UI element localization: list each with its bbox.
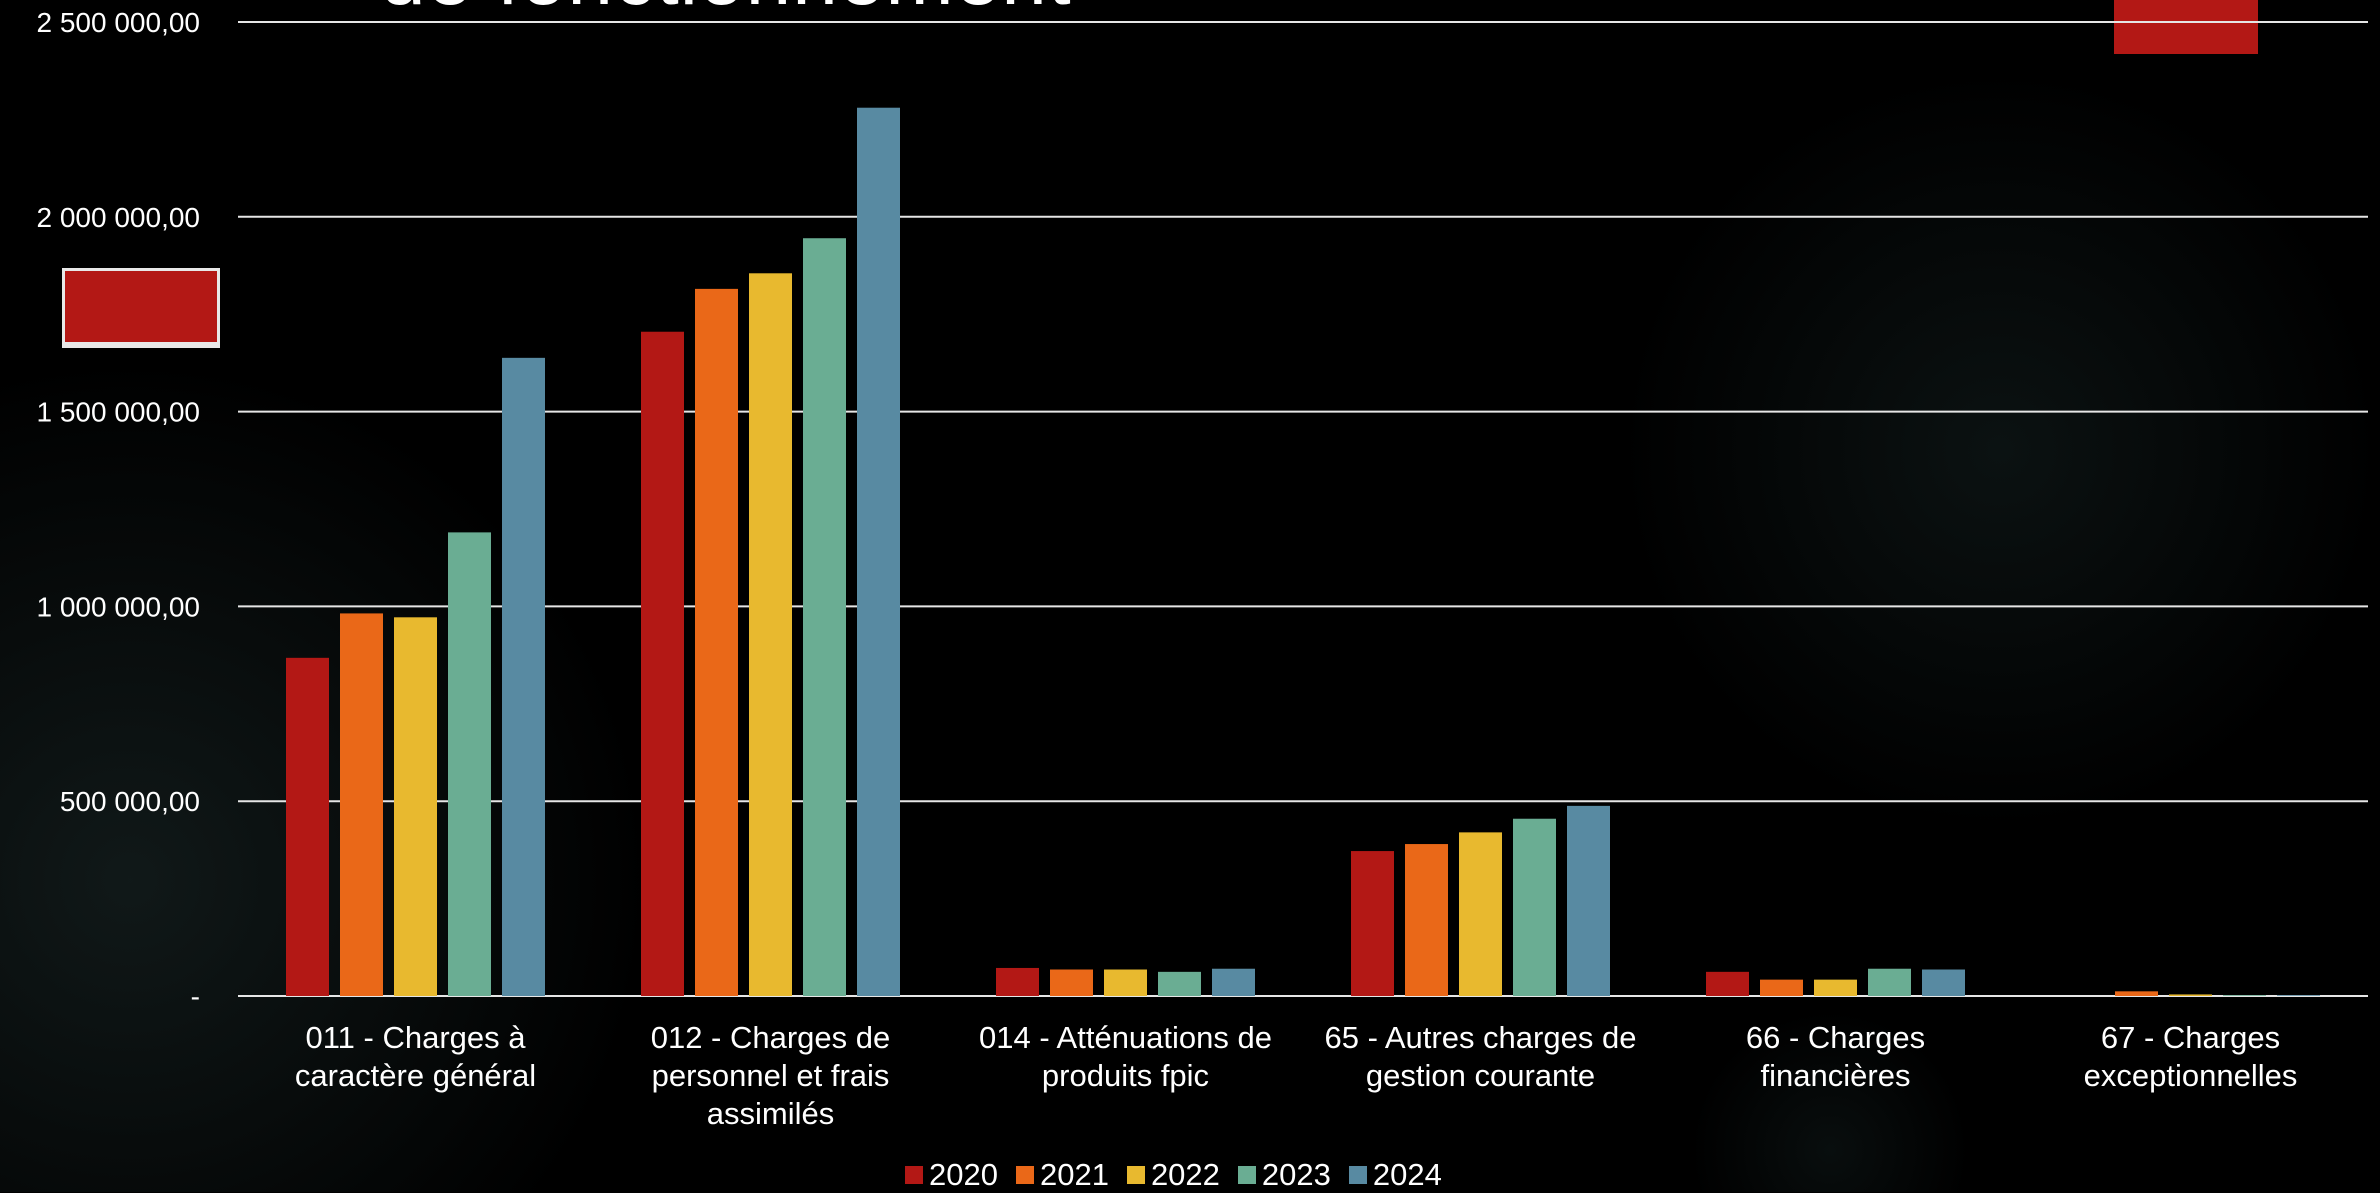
bar xyxy=(641,331,684,996)
x-category-label-line: assimilés xyxy=(707,1096,834,1131)
legend-swatch xyxy=(1126,1166,1145,1184)
bar xyxy=(502,357,545,996)
bar xyxy=(1706,971,1749,996)
bar xyxy=(1760,979,1803,996)
bar xyxy=(448,532,491,996)
legend-label: 2022 xyxy=(1150,1157,1220,1192)
bar xyxy=(2169,994,2212,996)
legend-label: 2023 xyxy=(1261,1157,1331,1192)
legend-swatch xyxy=(1348,1166,1367,1184)
bar xyxy=(1212,968,1255,996)
legend-item: 2023 xyxy=(1237,1157,1331,1193)
x-category-label: 014 - Atténuations de produits fpic xyxy=(979,1020,1272,1093)
legend-item: 2022 xyxy=(1126,1157,1220,1193)
y-tick-label: 1 000 000,00 xyxy=(37,591,201,622)
x-category-label-line: 011 - Charges à xyxy=(306,1020,527,1055)
y-tick-label: - xyxy=(191,981,200,1012)
bar xyxy=(1104,969,1147,996)
bar xyxy=(1050,969,1093,996)
bar xyxy=(1351,851,1394,996)
x-category-label-line: 65 - Autres charges de xyxy=(1325,1020,1637,1055)
y-tick-label: 500 000,00 xyxy=(60,786,200,817)
x-category-label-line: 012 - Charges de xyxy=(651,1020,891,1055)
slide-title: de fonctionnement xyxy=(380,0,1072,24)
bar xyxy=(2115,991,2158,996)
x-category-label: 011 - Charges à caractère général xyxy=(295,1020,536,1093)
bar xyxy=(1814,979,1857,996)
legend-item: 2020 xyxy=(905,1157,998,1193)
bar xyxy=(996,967,1039,996)
x-category-label-line: gestion courante xyxy=(1366,1058,1595,1093)
bar xyxy=(857,107,900,997)
legend-swatch xyxy=(1237,1166,1256,1184)
bar xyxy=(286,657,329,996)
bar xyxy=(394,617,437,996)
bar xyxy=(695,288,738,997)
y-tick-label: 1 500 000,00 xyxy=(37,397,201,428)
bar xyxy=(749,273,792,996)
y-tick-label: 2 500 000,00 xyxy=(37,7,201,38)
x-category-label-line: personnel et frais xyxy=(652,1058,890,1093)
legend-label: 2024 xyxy=(1372,1157,1442,1192)
bar xyxy=(803,238,846,996)
x-category-label: 67 - Charges exceptionnelles xyxy=(2084,1020,2298,1093)
x-category-label-line: financières xyxy=(1761,1058,1911,1093)
bar xyxy=(2223,995,2266,996)
x-category-label-line: caractère général xyxy=(295,1058,536,1093)
legend-label: 2021 xyxy=(1039,1157,1109,1192)
decorative-red-block-right xyxy=(2114,0,2258,54)
bar xyxy=(1513,818,1556,996)
decorative-red-block-left xyxy=(62,268,220,348)
bar xyxy=(1868,968,1911,996)
legend-item: 2021 xyxy=(1015,1157,1109,1193)
bar xyxy=(340,613,383,996)
x-category-label-line: 66 - Charges xyxy=(1746,1020,1925,1055)
x-category-label-line: exceptionnelles xyxy=(2084,1058,2298,1093)
bar xyxy=(1405,844,1448,996)
x-category-label: 012 - Charges de personnel et frais assimi… xyxy=(651,1020,891,1131)
chart-legend: 2020 2021 2022 2023 2024 xyxy=(905,1157,1442,1193)
x-category-label-line: 014 - Atténuations de xyxy=(979,1020,1272,1055)
bar xyxy=(1459,832,1502,996)
x-category-label: 66 - Charges financières xyxy=(1746,1020,1925,1093)
x-category-label-line: 67 - Charges xyxy=(2101,1020,2280,1055)
legend-swatch xyxy=(1015,1166,1034,1184)
bar xyxy=(1567,805,1610,996)
legend-item: 2024 xyxy=(1348,1157,1442,1193)
bar xyxy=(2277,995,2320,996)
bar xyxy=(1158,971,1201,996)
y-tick-label: 2 000 000,00 xyxy=(37,202,201,233)
legend-swatch xyxy=(905,1166,923,1184)
legend-label: 2020 xyxy=(929,1157,998,1192)
x-category-label: 65 - Autres charges de gestion courante xyxy=(1325,1020,1637,1093)
x-category-label-line: produits fpic xyxy=(1042,1058,1209,1093)
bar xyxy=(1922,969,1965,996)
